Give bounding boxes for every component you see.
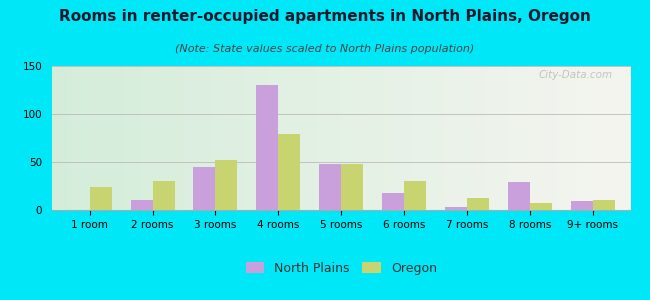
Bar <box>256 85 278 210</box>
Text: City-Data.com: City-Data.com <box>539 70 613 80</box>
Bar <box>530 203 552 210</box>
Bar <box>131 200 153 210</box>
Bar <box>508 182 530 210</box>
Bar <box>445 207 467 210</box>
Bar <box>404 181 426 210</box>
Bar <box>467 197 489 210</box>
Bar <box>90 187 112 210</box>
Bar <box>153 181 175 210</box>
Bar <box>341 164 363 210</box>
Bar <box>382 193 404 210</box>
Bar <box>216 160 237 210</box>
Text: (Note: State values scaled to North Plains population): (Note: State values scaled to North Plai… <box>176 44 474 53</box>
Bar <box>593 200 615 210</box>
Bar <box>278 134 300 210</box>
Bar <box>571 201 593 210</box>
Text: Rooms in renter-occupied apartments in North Plains, Oregon: Rooms in renter-occupied apartments in N… <box>59 9 591 24</box>
Legend: North Plains, Oregon: North Plains, Oregon <box>242 258 441 279</box>
Bar <box>319 164 341 210</box>
Bar <box>194 167 216 210</box>
